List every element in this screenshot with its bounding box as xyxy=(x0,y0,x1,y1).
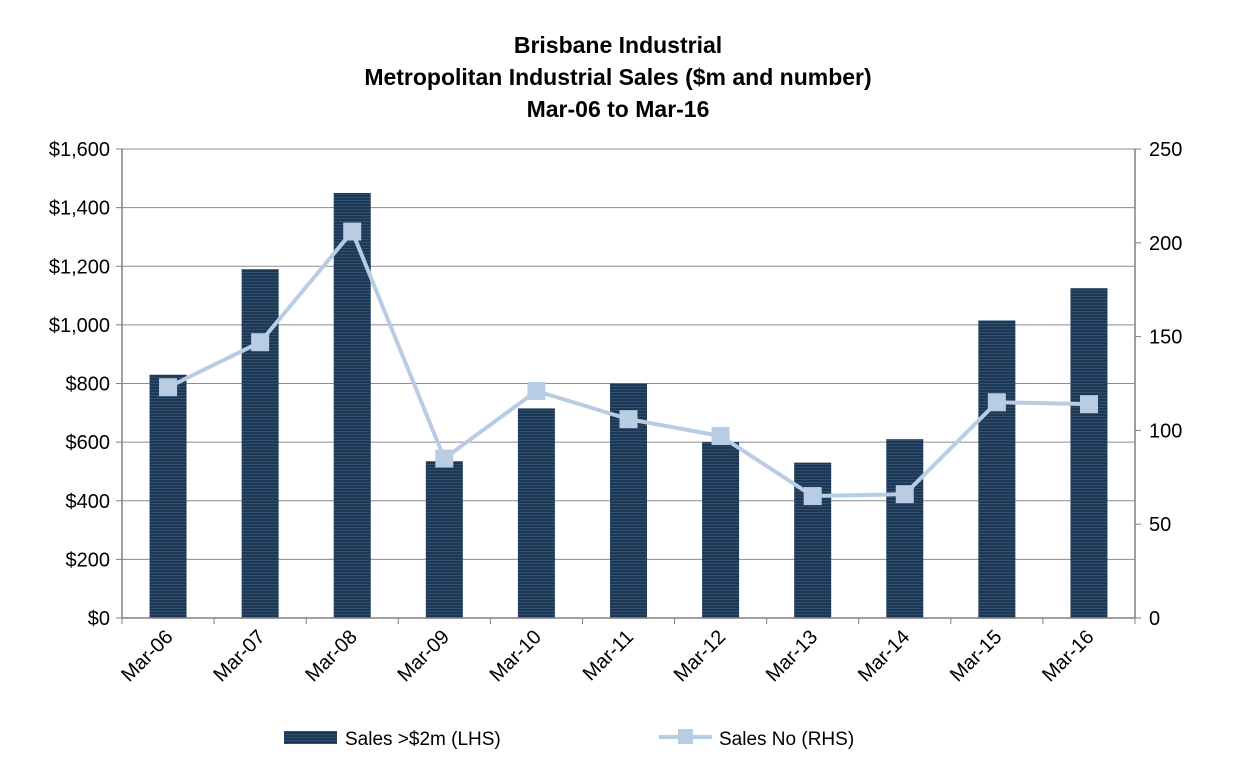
marker-mar-12 xyxy=(711,427,730,446)
right-tick-label-2: 100 xyxy=(1149,420,1182,442)
x-tick-label-mar-10: Mar-10 xyxy=(486,626,546,686)
right-tick-label-3: 150 xyxy=(1149,327,1182,349)
line-series-sales-number xyxy=(159,222,1098,506)
marker-mar-13 xyxy=(803,487,822,506)
left-tick-label-4: $800 xyxy=(66,374,111,396)
chart-title-line-3: Mar-06 to Mar-16 xyxy=(527,96,710,122)
left-tick-label-3: $600 xyxy=(66,432,111,454)
right-tick-label-4: 200 xyxy=(1149,233,1182,255)
bar-mar-15 xyxy=(978,320,1016,618)
bar-mar-08 xyxy=(333,192,371,618)
marker-mar-10 xyxy=(527,382,546,401)
x-tick-label-mar-09: Mar-09 xyxy=(393,626,453,686)
left-tick-label-7: $1,400 xyxy=(49,198,110,220)
bar-mar-14 xyxy=(886,439,924,618)
legend-label-sales-value: Sales >$2m (LHS) xyxy=(345,729,501,750)
bar-mar-07 xyxy=(241,269,279,618)
bar-mar-10 xyxy=(517,408,555,618)
legend-label-sales-number: Sales No (RHS) xyxy=(719,729,854,750)
x-axis-tick-labels: Mar-06 Mar-07 Mar-08 Mar-09 Mar-10 Mar-11 Mar-… xyxy=(117,626,1098,686)
bar-mar-09 xyxy=(425,461,463,618)
left-tick-label-5: $1,000 xyxy=(49,315,110,337)
marker-mar-07 xyxy=(251,333,270,352)
marker-mar-06 xyxy=(159,378,178,397)
chart-title-line-1: Brisbane Industrial xyxy=(514,32,722,58)
legend: Sales >$2m (LHS) Sales No (RHS) xyxy=(284,729,854,750)
left-tick-label-2: $400 xyxy=(66,491,111,513)
x-tick-label-mar-11: Mar-11 xyxy=(579,626,638,685)
bar-mar-12 xyxy=(702,442,740,618)
right-tick-label-0: 0 xyxy=(1149,608,1160,630)
x-tick-label-mar-12: Mar-12 xyxy=(670,626,730,686)
marker-mar-08 xyxy=(343,222,362,241)
marker-mar-09 xyxy=(435,449,454,468)
marker-mar-16 xyxy=(1079,395,1098,414)
marker-mar-11 xyxy=(619,410,638,429)
bar-mar-16 xyxy=(1070,288,1108,618)
bar-mar-06 xyxy=(149,374,187,618)
x-tick-label-mar-06: Mar-06 xyxy=(117,626,177,686)
axes xyxy=(116,148,1141,624)
x-tick-label-mar-15: Mar-15 xyxy=(946,626,1006,686)
legend-swatch-bar xyxy=(284,731,337,744)
chart-title-line-2: Metropolitan Industrial Sales ($m and nu… xyxy=(364,64,871,90)
marker-mar-14 xyxy=(895,485,914,504)
marker-mar-15 xyxy=(987,393,1006,412)
x-tick-label-mar-16: Mar-16 xyxy=(1038,626,1098,686)
left-tick-label-0: $0 xyxy=(88,608,110,630)
x-tick-label-mar-13: Mar-13 xyxy=(762,626,822,686)
left-axis-tick-labels: $0 $200 $400 $600 $800 $1,000 $1,200 $1,400 $1,6… xyxy=(49,139,110,630)
x-tick-label-mar-08: Mar-08 xyxy=(301,626,361,686)
left-tick-label-8: $1,600 xyxy=(49,139,110,161)
x-tick-label-mar-07: Mar-07 xyxy=(209,626,269,686)
right-tick-label-5: 250 xyxy=(1149,139,1182,161)
bar-series-sales-value xyxy=(149,192,1108,618)
legend-swatch-marker xyxy=(678,729,693,744)
left-tick-label-6: $1,200 xyxy=(49,256,110,278)
right-tick-label-1: 50 xyxy=(1149,514,1171,536)
right-axis-tick-labels: 0 50 100 150 200 250 xyxy=(1149,139,1182,630)
x-tick-label-mar-14: Mar-14 xyxy=(854,626,914,686)
left-tick-label-1: $200 xyxy=(66,549,111,571)
